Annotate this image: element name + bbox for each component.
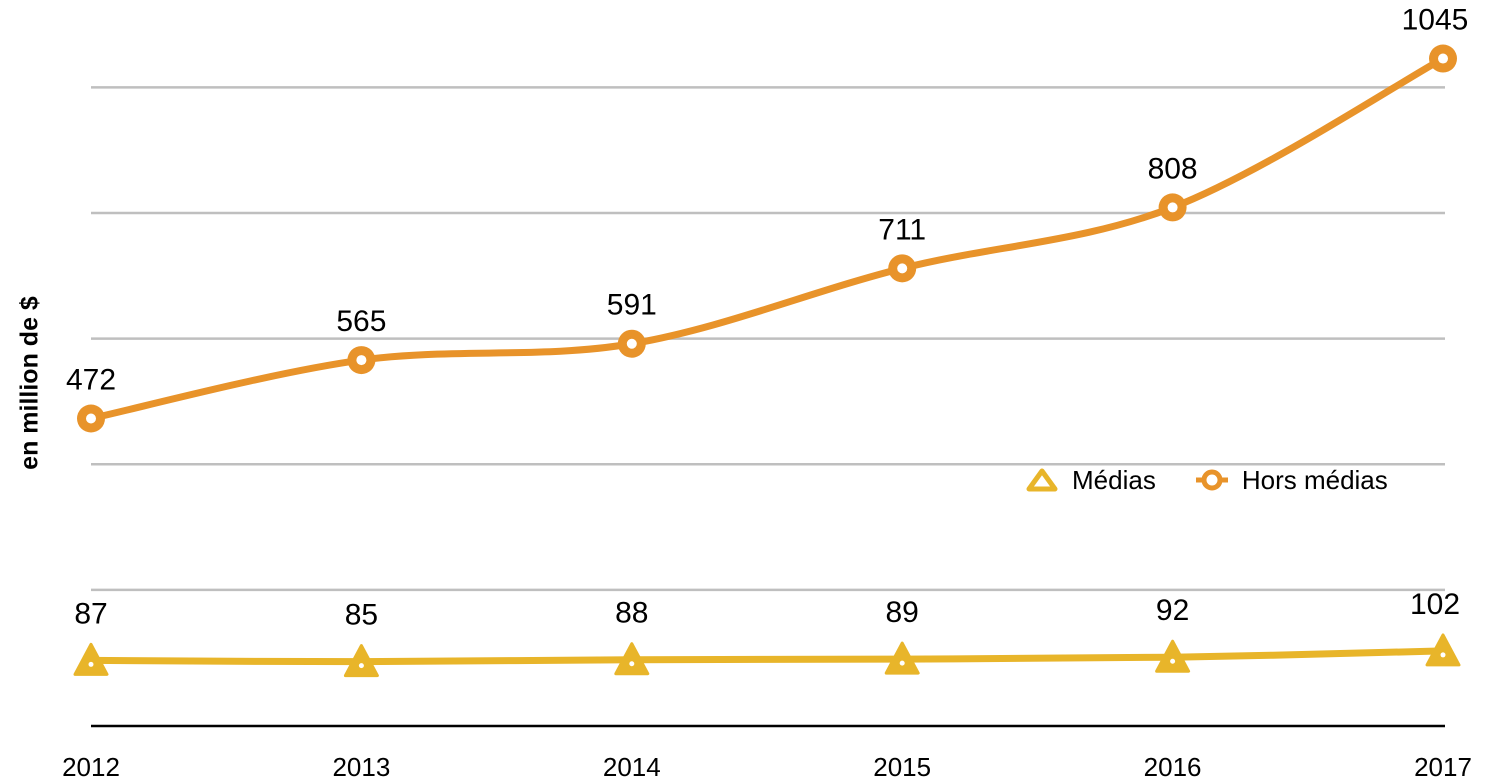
data-point-center xyxy=(86,413,96,424)
data-point-center xyxy=(1440,652,1446,658)
data-label: 565 xyxy=(336,305,386,338)
data-point-center xyxy=(1167,202,1178,213)
data-label: 102 xyxy=(1410,588,1460,621)
legend-label-medias: Médias xyxy=(1072,464,1156,495)
legend-item-medias: Médias xyxy=(1026,465,1156,496)
data-point-center xyxy=(629,661,635,667)
x-tick-label: 2013 xyxy=(332,752,390,781)
series-line xyxy=(87,647,1447,666)
y-axis-label: en million de $ xyxy=(15,296,44,470)
data-point xyxy=(1425,633,1461,667)
legend-label-hors-medias: Hors médias xyxy=(1241,464,1388,495)
data-label: 472 xyxy=(66,363,116,396)
data-label: 85 xyxy=(345,599,378,632)
data-point-center xyxy=(899,660,905,666)
data-point xyxy=(614,642,650,676)
data-point xyxy=(73,642,109,676)
x-tick-label: 2017 xyxy=(1414,752,1472,781)
circle-marker-icon xyxy=(1195,469,1228,491)
series-hors-medias: 472 565 591 711 808 1045 xyxy=(66,4,1468,433)
data-label: 591 xyxy=(607,289,657,322)
x-tick-label: 2014 xyxy=(603,752,661,781)
data-point-center xyxy=(897,263,908,274)
legend: Médias Hors médias xyxy=(1026,464,1388,496)
data-point-center xyxy=(358,663,364,669)
data-point-center xyxy=(356,355,367,366)
data-label: 89 xyxy=(886,596,919,629)
x-tick-labels: 2012 2013 2014 2015 2016 2017 xyxy=(62,752,1472,781)
data-label: 87 xyxy=(74,597,107,630)
gridlines xyxy=(91,86,1445,592)
data-point-center xyxy=(1438,53,1448,64)
data-point-center xyxy=(1170,658,1176,664)
data-point xyxy=(1155,639,1191,673)
data-point xyxy=(343,644,379,678)
data-point-center xyxy=(88,661,94,667)
data-label: 1045 xyxy=(1402,4,1469,37)
x-tick-label: 2016 xyxy=(1144,752,1202,781)
data-label: 808 xyxy=(1148,152,1198,185)
series-line xyxy=(87,55,1447,422)
triangle-marker-icon xyxy=(1026,468,1058,492)
data-label: 711 xyxy=(878,213,926,246)
data-point-center xyxy=(626,338,637,349)
x-tick-label: 2015 xyxy=(873,752,931,781)
series-medias: 87 85 88 89 92 102 xyxy=(73,588,1461,678)
x-tick-label: 2012 xyxy=(62,752,120,781)
data-label: 92 xyxy=(1156,594,1189,627)
data-label: 88 xyxy=(615,597,648,630)
data-point xyxy=(884,641,920,675)
series-layer: 472 565 591 711 808 1045 87 85 88 89 92 102 xyxy=(66,4,1468,678)
legend-item-hors-medias: Hors médias xyxy=(1195,464,1388,496)
